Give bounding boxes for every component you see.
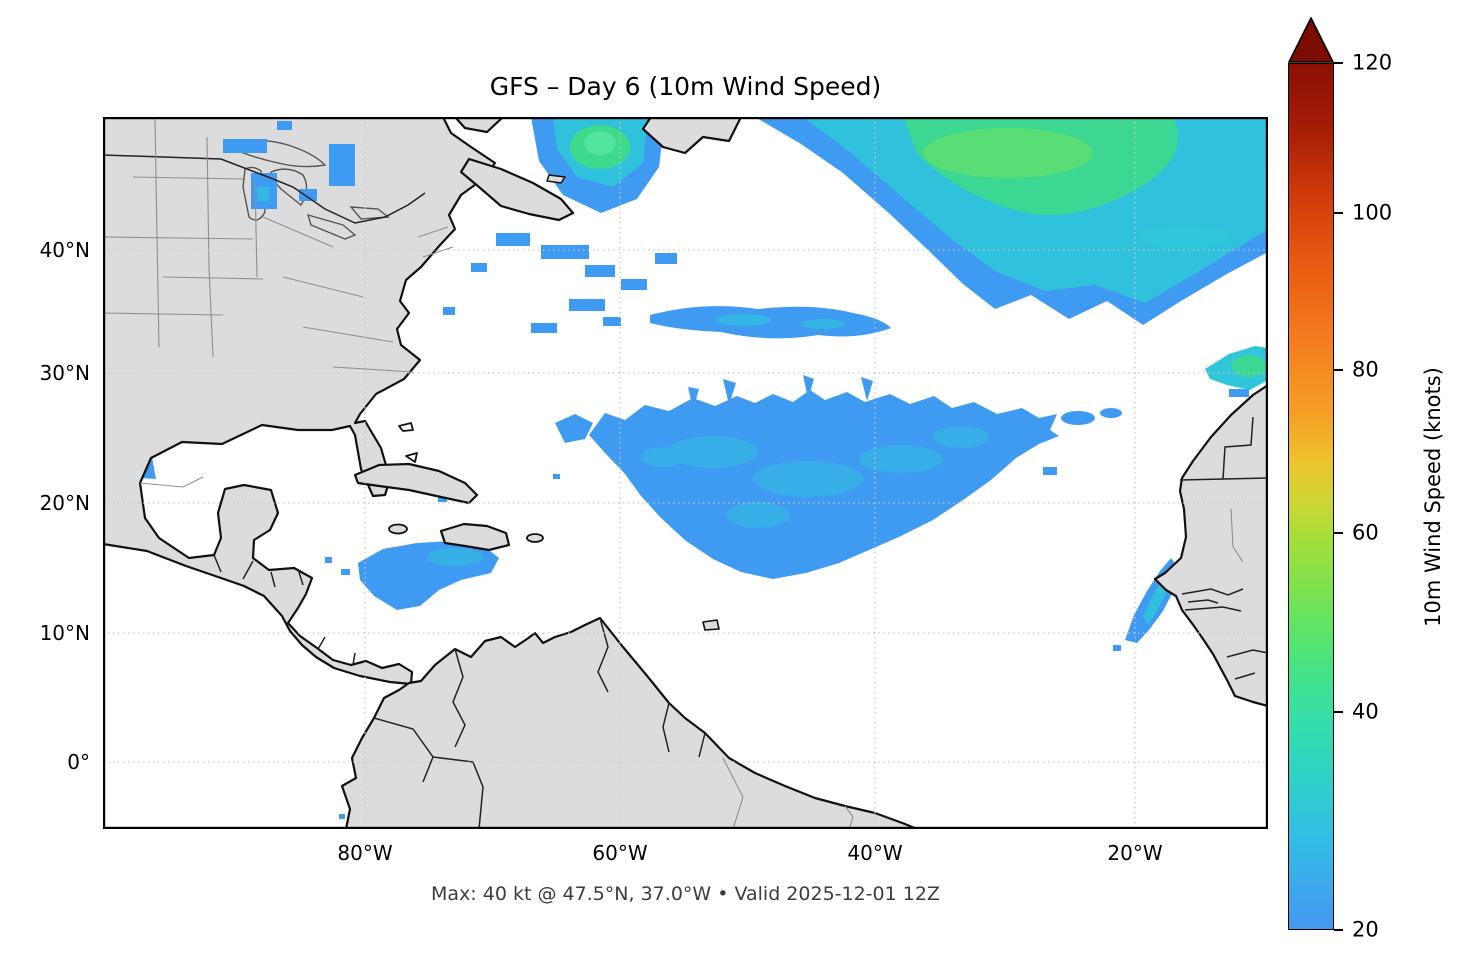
x-tick-80w: 80°W [337, 841, 393, 865]
map-axes [103, 117, 1268, 829]
x-tick-20w: 20°W [1107, 841, 1163, 865]
axes-frame [103, 117, 1268, 829]
x-tick-60w: 60°W [592, 841, 648, 865]
colorbar-label-120: 120 [1352, 50, 1393, 75]
colorbar-label-60: 60 [1352, 520, 1379, 545]
colorbar-tick [1334, 711, 1343, 713]
country-borders [103, 154, 1268, 829]
colorbar-label-40: 40 [1352, 699, 1379, 724]
colorbar-tick [1334, 212, 1343, 214]
colorbar-title: 10m Wind Speed (knots) [1421, 367, 1445, 627]
colorbar-label-20: 20 [1352, 917, 1379, 942]
colorbar-extend-arrow [1288, 17, 1334, 63]
wind-shading-layer [135, 117, 1268, 819]
y-tick-10n: 10°N [39, 621, 90, 645]
colorbar-tick [1334, 62, 1343, 64]
y-tick-40n: 40°N [39, 238, 90, 262]
great-lakes [226, 139, 390, 240]
gridlines [103, 117, 1268, 829]
y-tick-0: 0° [67, 750, 90, 774]
colorbar-label-80: 80 [1352, 357, 1379, 382]
x-tick-40w: 40°W [847, 841, 903, 865]
state-borders [103, 117, 1244, 829]
max-valid-caption: Max: 40 kt @ 47.5°N, 37.0°W • Valid 2025… [431, 883, 940, 905]
y-tick-20n: 20°N [39, 491, 90, 515]
y-tick-30n: 30°N [39, 361, 90, 385]
colorbar-tick [1334, 532, 1343, 534]
colorbar-label-100: 100 [1352, 200, 1393, 225]
land-layer [103, 117, 1268, 829]
colorbar [1288, 63, 1334, 930]
plot-title: GFS – Day 6 (10m Wind Speed) [489, 72, 882, 101]
map-canvas [103, 117, 1268, 829]
lake-wind-patches [223, 121, 355, 209]
colorbar-tick [1334, 929, 1343, 931]
colorbar-tick [1334, 369, 1343, 371]
